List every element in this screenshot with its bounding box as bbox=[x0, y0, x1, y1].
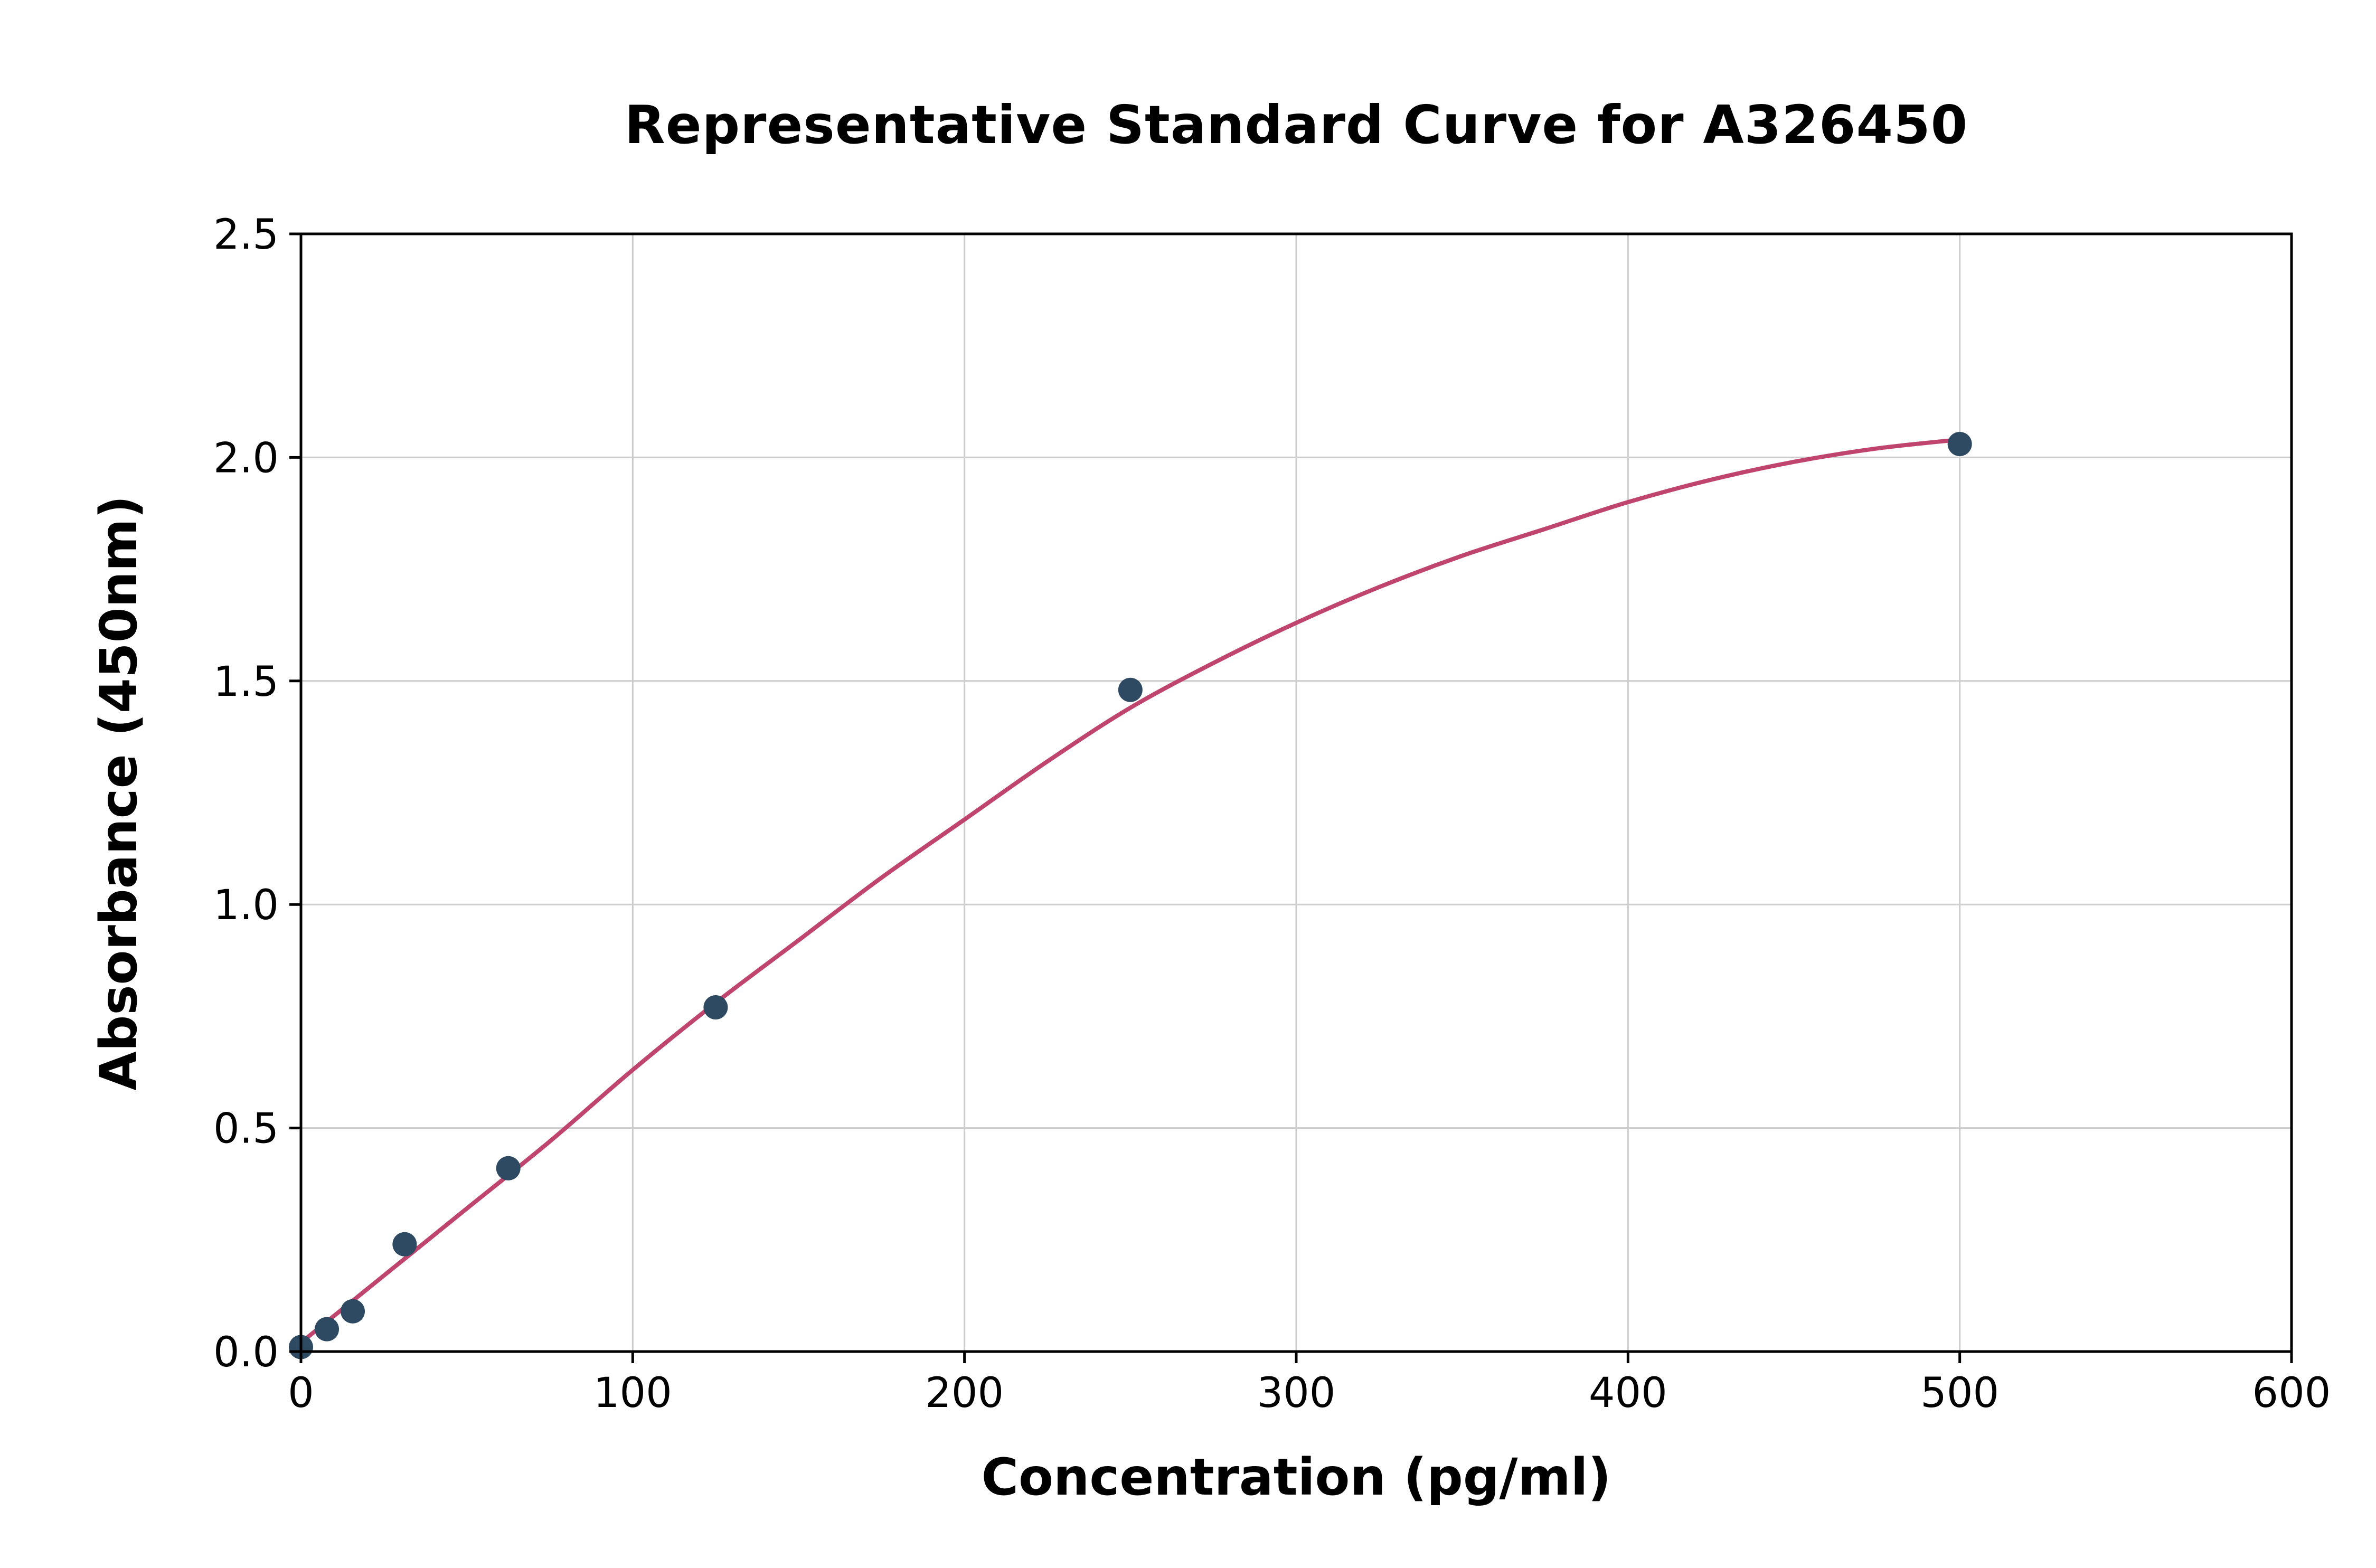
y-tick-label: 1.5 bbox=[213, 658, 279, 706]
y-tick-label: 1.0 bbox=[213, 882, 279, 929]
data-point bbox=[392, 1232, 417, 1257]
x-tick-label: 300 bbox=[1257, 1369, 1336, 1417]
x-tick-label: 0 bbox=[288, 1369, 314, 1417]
data-point bbox=[496, 1156, 521, 1180]
tick-labels: 0 100 200 300 400 500 600 0.0 0.5 1.0 1.5 2.0 2.5 bbox=[213, 211, 2331, 1417]
y-tick-label: 2.5 bbox=[213, 211, 279, 259]
chart-title: Representative Standard Curve for A32645… bbox=[624, 94, 1968, 156]
grid-lines bbox=[300, 233, 2293, 1353]
x-axis-label: Concentration (pg/ml) bbox=[981, 1448, 1611, 1507]
y-axis-label: Absorbance (450nm) bbox=[89, 495, 148, 1091]
x-tick-label: 400 bbox=[1589, 1369, 1667, 1417]
data-point bbox=[1118, 677, 1143, 702]
tick-marks bbox=[289, 232, 2293, 1363]
y-tick-label: 2.0 bbox=[213, 434, 279, 482]
data-point bbox=[703, 995, 728, 1019]
data-point bbox=[1947, 431, 1972, 456]
y-tick-label: 0.0 bbox=[213, 1329, 279, 1376]
x-tick-label: 500 bbox=[1920, 1369, 1999, 1417]
x-tick-label: 200 bbox=[925, 1369, 1004, 1417]
x-tick-label: 100 bbox=[593, 1369, 672, 1417]
data-point bbox=[315, 1317, 340, 1342]
standard-points bbox=[289, 431, 1972, 1359]
fitted-curve bbox=[299, 437, 1962, 1345]
data-point bbox=[341, 1299, 365, 1324]
y-tick-label: 0.5 bbox=[213, 1106, 279, 1153]
x-tick-label: 600 bbox=[2252, 1369, 2331, 1417]
